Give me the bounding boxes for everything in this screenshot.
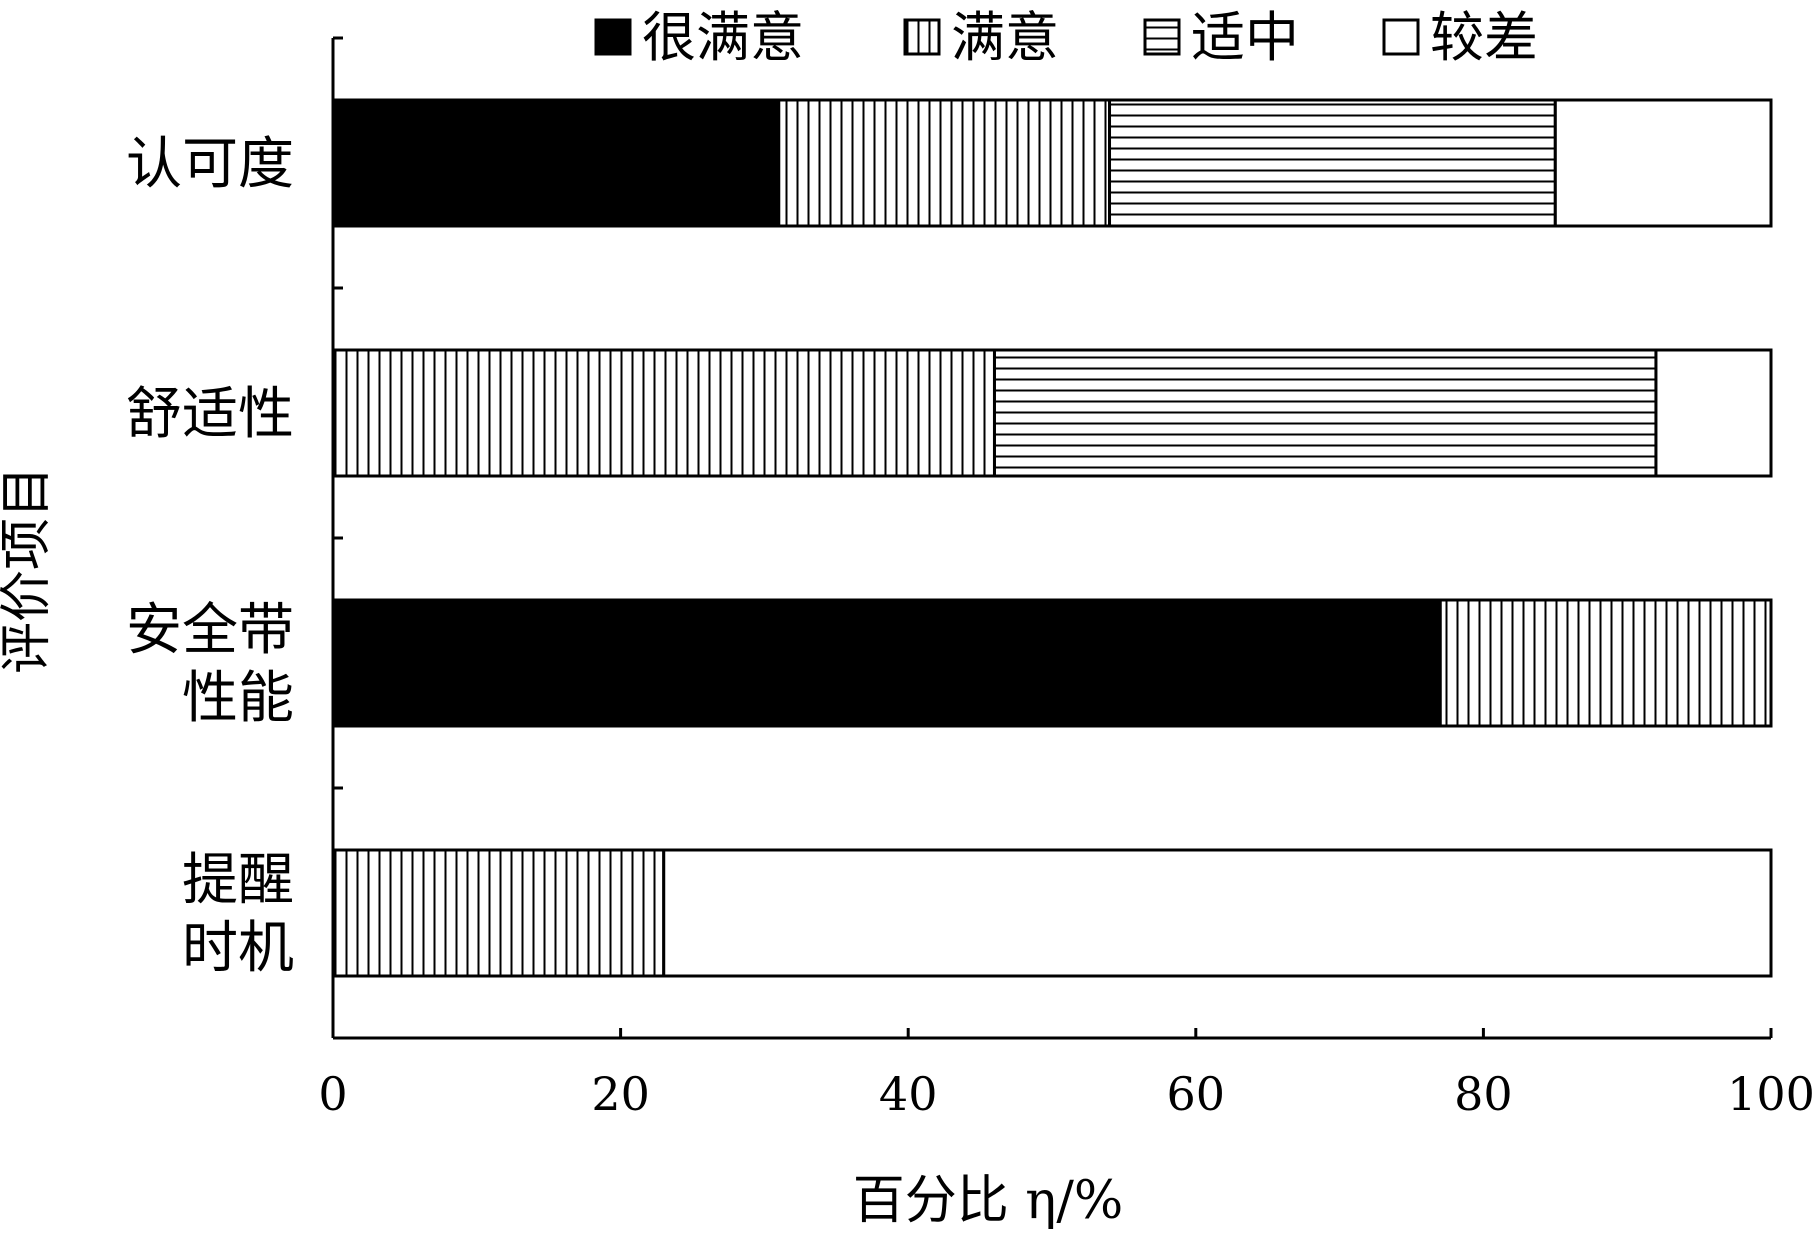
legend-swatch <box>594 18 632 56</box>
legend-swatch <box>903 18 941 56</box>
legend-label: 较差 <box>1430 6 1538 69</box>
bar-segment <box>331 348 996 478</box>
category-label: 提醒 <box>182 848 294 913</box>
x-tick-labels: 0 20 40 60 80 100 <box>318 1067 1815 1121</box>
bar-segment <box>992 348 1658 478</box>
category-label: 性能 <box>182 666 294 731</box>
x-tick-label: 0 <box>318 1067 347 1121</box>
bar-segment <box>331 598 1442 728</box>
bar-segment <box>331 848 666 978</box>
legend-swatch <box>1143 18 1181 56</box>
y-axis-title: 评价项目 <box>0 466 57 674</box>
x-tick-label: 20 <box>591 1067 650 1121</box>
bar-segment <box>777 98 1112 228</box>
bar-segment <box>1108 98 1557 228</box>
bar-segment <box>1438 598 1773 728</box>
x-tick-label: 60 <box>1167 1067 1226 1121</box>
bar-segment <box>1654 348 1773 478</box>
legend-label: 满意 <box>951 6 1059 69</box>
legend-swatch <box>1382 18 1420 56</box>
legend-label: 很满意 <box>642 6 804 69</box>
category-label: 舒适性 <box>126 382 294 447</box>
bar-segment <box>662 848 1773 978</box>
x-tick-label: 40 <box>879 1067 938 1121</box>
category-label: 时机 <box>182 916 294 981</box>
legend: 很满意 满意 适中 较差 <box>594 6 1538 69</box>
x-tick-label: 80 <box>1454 1067 1513 1121</box>
category-label: 认可度 <box>126 132 294 197</box>
bars <box>331 98 1773 978</box>
x-tick-label: 100 <box>1727 1067 1815 1121</box>
legend-label: 适中 <box>1191 6 1299 69</box>
bar-segment <box>1553 98 1773 228</box>
x-axis-title: 百分比 η/% <box>853 1171 1124 1231</box>
category-label: 安全带 <box>126 598 294 663</box>
bar-segment <box>331 98 781 228</box>
